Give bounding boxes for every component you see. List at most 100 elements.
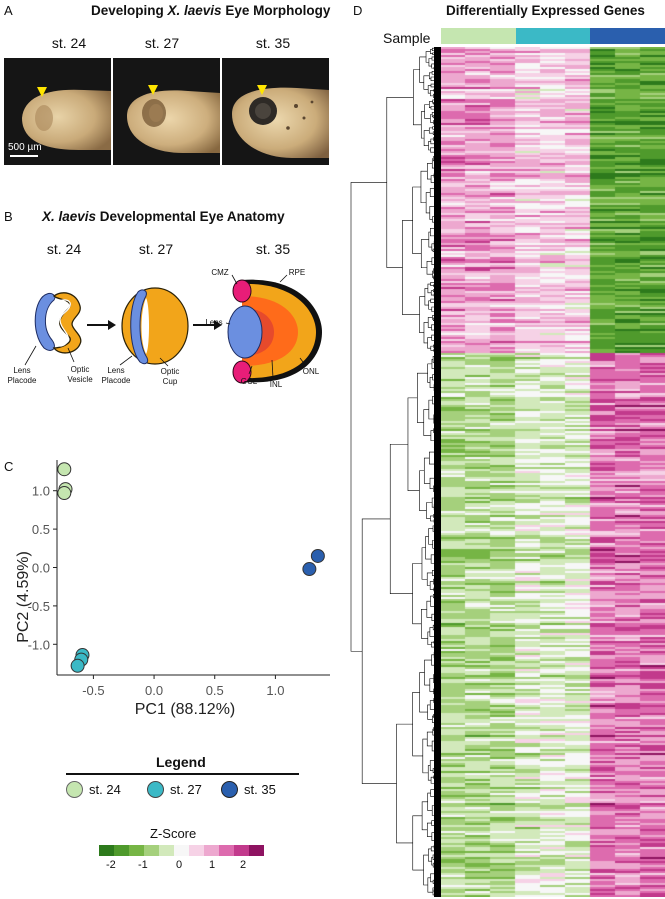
panel-b-title-post: Developmental Eye Anatomy	[96, 209, 285, 224]
dendrogram-branch	[431, 306, 437, 312]
gene-dendrogram	[350, 47, 441, 897]
dendrogram-branch	[428, 141, 431, 151]
dendrogram-branch	[423, 130, 430, 147]
arrow-right-icon	[214, 320, 222, 330]
dendrogram-branch	[407, 397, 420, 491]
dendrogram-branch	[430, 90, 434, 97]
sample-group-st35	[590, 28, 665, 44]
pca-point-st27	[70, 658, 85, 673]
dendrogram-branch	[431, 112, 435, 118]
dendrogram-branch	[426, 572, 433, 586]
dendrogram-branch	[430, 846, 436, 852]
dendrogram-branch	[425, 192, 431, 214]
label-rpe: RPE	[288, 268, 306, 277]
panel-b-title-species: X. laevis	[42, 209, 97, 224]
embryo-photo-st27	[113, 58, 220, 165]
zscore-tick-1: 1	[209, 859, 216, 871]
dendrogram-branch	[412, 563, 422, 625]
x-tick-label: 0.5	[206, 683, 224, 698]
panel-b-title: X. laevis Developmental Eye Anatomy	[42, 209, 285, 224]
panel-b-letter: B	[4, 209, 13, 224]
arrowhead-icon	[257, 85, 267, 95]
dendrogram-branch	[427, 704, 433, 720]
dendrogram-root	[350, 182, 387, 652]
dendrogram-branch	[430, 138, 436, 145]
zscore-ticks: -2 -1 0 1 2	[106, 859, 246, 873]
sample-group-st27	[515, 28, 591, 44]
label-lens: Lens	[205, 318, 223, 327]
zscore-color-step	[249, 845, 264, 856]
legend-swatch-st24	[66, 781, 83, 798]
pca-point-st35	[310, 548, 325, 563]
dendrogram-branch	[412, 692, 423, 757]
embryo-photo-st24: 500 µm	[4, 58, 111, 165]
dendrogram-branch	[431, 641, 436, 648]
cmz-bottom-shape	[232, 360, 252, 384]
legend-label-st35: st. 35	[244, 782, 276, 797]
dendrogram-branch	[430, 290, 435, 296]
zscore-color-step	[204, 845, 219, 856]
panel-b-stage-24: st. 24	[46, 241, 82, 257]
y-tick-label: -1.0	[28, 637, 50, 652]
dendrogram-branch	[427, 792, 433, 811]
zscore-tick-m2: -2	[106, 859, 116, 871]
dendrogram-branch	[423, 409, 431, 436]
legend-item-st27: st. 27	[147, 781, 202, 798]
dendrogram-branch	[412, 186, 422, 254]
dendrogram-branch	[430, 175, 436, 183]
dendrogram-branch	[419, 470, 427, 511]
dendrogram-branch	[430, 595, 435, 607]
dendrogram-branch	[419, 672, 428, 713]
dendrogram-branch	[430, 345, 434, 351]
dendrogram-branch	[429, 376, 435, 388]
zscore-color-step	[159, 845, 174, 856]
dendrogram-branch	[431, 805, 436, 816]
dendrogram-branch	[430, 49, 433, 55]
y-axis-title: PC2 (4.59%)	[15, 551, 32, 643]
sample-annotation-bar	[441, 28, 665, 44]
dendrogram-branch	[431, 857, 434, 866]
zscore-title: Z-Score	[150, 826, 197, 841]
zscore-color-step	[129, 845, 144, 856]
lens-placode-shape-2	[130, 289, 149, 365]
y-tick-label: 0.5	[32, 522, 50, 537]
dendrogram-branch	[429, 188, 435, 197]
dendrogram-branch	[430, 515, 435, 522]
heatmap	[441, 47, 665, 897]
dendrogram-branch	[428, 127, 434, 134]
dendrogram-leaves	[434, 47, 441, 897]
dendrogram-branch	[426, 600, 432, 618]
panel-a-letter: A	[4, 3, 13, 18]
dendrogram-branch	[419, 56, 427, 83]
dendrogram-branch	[402, 220, 420, 316]
pca-point-st24	[57, 462, 72, 477]
zscore-color-step	[99, 845, 114, 856]
zscore-colorbar	[99, 845, 264, 856]
arrowhead-icon	[37, 87, 47, 97]
dendrogram-branch	[417, 372, 428, 423]
legend-item-st35: st. 35	[221, 781, 276, 798]
dendrogram-branch	[420, 111, 425, 139]
panel-a-stage-24: st. 24	[51, 35, 87, 51]
x-tick-label: 0.0	[145, 683, 163, 698]
sample-label: Sample	[383, 30, 431, 46]
dendrogram-branch	[426, 822, 432, 837]
dendrogram-branch	[421, 801, 428, 831]
panel-b-stage-27: st. 27	[138, 241, 174, 257]
dendrogram-branch	[432, 270, 434, 278]
zscore-color-step	[219, 845, 234, 856]
dendrogram-branch	[429, 101, 433, 108]
label-optic-cup: Optic Cup	[160, 367, 180, 386]
panel-b-stage-35: st. 35	[255, 241, 291, 257]
zscore-tick-2: 2	[240, 859, 247, 871]
dendrogram-branch	[430, 789, 436, 797]
dendrogram-branch	[424, 104, 431, 119]
dendrogram-branch	[429, 678, 434, 692]
dendrogram-branch	[428, 300, 432, 310]
label-gcl: GCL	[240, 377, 258, 386]
zscore-color-step	[144, 845, 159, 856]
dendrogram-branch	[427, 765, 432, 781]
legend-divider	[66, 773, 299, 775]
legend-title: Legend	[156, 754, 206, 770]
panel-a-stage-27: st. 27	[144, 35, 180, 51]
